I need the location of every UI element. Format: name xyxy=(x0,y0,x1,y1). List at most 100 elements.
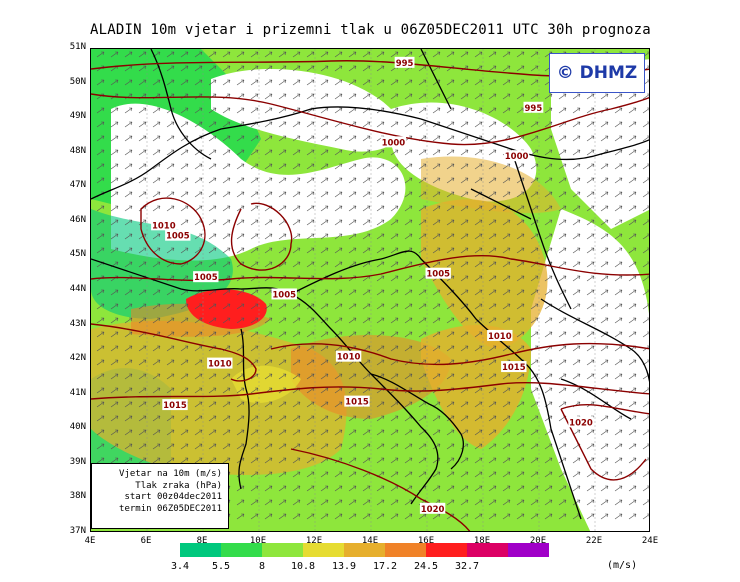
wind-arrow xyxy=(208,121,217,128)
wind-arrow xyxy=(166,289,175,296)
wind-arrow xyxy=(236,149,245,156)
wind-arrow xyxy=(544,513,553,520)
wind-arrow xyxy=(362,289,371,296)
wind-arrow xyxy=(446,345,455,352)
wind-arrow xyxy=(460,415,469,422)
wind-arrow xyxy=(516,303,525,310)
wind-arrow xyxy=(404,457,413,464)
wind-arrow xyxy=(642,513,649,520)
isobar-label-bg xyxy=(344,395,370,407)
wind-arrow xyxy=(138,163,147,170)
wind-arrow xyxy=(278,205,287,212)
wind-arrow xyxy=(572,359,581,366)
wind-arrow xyxy=(418,415,427,422)
wind-arrow xyxy=(138,79,147,86)
wind-arrow xyxy=(516,65,525,72)
wind-arrow xyxy=(558,163,567,170)
wind-arrow xyxy=(166,135,175,142)
wind-arrow xyxy=(320,471,329,478)
wind-arrow xyxy=(236,51,245,58)
wind-arrow xyxy=(418,163,427,170)
wind-arrow xyxy=(264,51,273,58)
wind-arrow xyxy=(628,401,637,408)
wind-arrow xyxy=(166,247,175,254)
wind-arrow xyxy=(194,79,203,86)
wind-arrow xyxy=(96,121,105,128)
wind-arrow xyxy=(544,387,553,394)
wind-arrow xyxy=(222,163,231,170)
wind-arrow xyxy=(96,373,105,380)
wind-arrow xyxy=(348,261,357,268)
wind-arrow xyxy=(544,331,553,338)
wind-arrow xyxy=(236,317,245,324)
wind-arrow xyxy=(572,191,581,198)
wind-arrow xyxy=(642,443,649,450)
wind-arrow xyxy=(474,51,483,58)
wind-zone-gale xyxy=(186,289,267,329)
wind-arrow xyxy=(586,93,595,100)
wind-arrow xyxy=(390,247,399,254)
wind-arrow xyxy=(320,513,329,520)
wind-arrow xyxy=(306,471,315,478)
longitude-label: 20E xyxy=(529,536,547,546)
wind-arrow xyxy=(642,135,649,142)
wind-arrow xyxy=(530,289,539,296)
wind-arrow xyxy=(152,457,161,464)
isobar-label: 1010 xyxy=(488,332,512,342)
wind-arrow xyxy=(306,429,315,436)
wind-arrow xyxy=(460,331,469,338)
wind-arrow xyxy=(278,359,287,366)
wind-arrow xyxy=(460,121,469,128)
wind-arrow xyxy=(474,177,483,184)
wind-arrow xyxy=(236,191,245,198)
wind-arrow xyxy=(152,177,161,184)
wind-arrow xyxy=(404,107,413,114)
wind-arrow xyxy=(278,303,287,310)
wind-arrow xyxy=(572,121,581,128)
wind-arrow xyxy=(334,93,343,100)
wind-arrow xyxy=(516,163,525,170)
wind-arrow xyxy=(628,205,637,212)
wind-arrow xyxy=(306,163,315,170)
wind-arrow xyxy=(110,387,119,394)
wind-arrow xyxy=(124,51,133,58)
wind-arrow xyxy=(222,65,231,72)
colorbar-swatch xyxy=(262,543,303,557)
wind-arrow xyxy=(474,93,483,100)
wind-arrow xyxy=(432,415,441,422)
latitude-label: 49N xyxy=(69,111,86,122)
wind-arrow xyxy=(586,191,595,198)
wind-arrow xyxy=(194,65,203,72)
wind-arrow xyxy=(376,331,385,338)
wind-arrow xyxy=(460,93,469,100)
wind-arrow xyxy=(460,443,469,450)
wind-arrow xyxy=(390,149,399,156)
wind-arrow xyxy=(530,191,539,198)
wind-arrow xyxy=(586,261,595,268)
wind-arrow xyxy=(432,429,441,436)
wind-arrow xyxy=(334,163,343,170)
wind-arrow xyxy=(124,303,133,310)
longitude-label: 22E xyxy=(585,536,603,546)
wind-arrow xyxy=(124,401,133,408)
wind-arrow xyxy=(404,429,413,436)
wind-arrow xyxy=(362,233,371,240)
wind-arrow xyxy=(446,303,455,310)
wind-arrow xyxy=(208,79,217,86)
wind-arrow xyxy=(236,415,245,422)
wind-arrow xyxy=(348,485,357,492)
wind-arrow xyxy=(278,65,287,72)
wind-arrow xyxy=(110,177,119,184)
wind-arrow xyxy=(502,499,511,506)
wind-arrow xyxy=(376,457,385,464)
wind-arrow xyxy=(488,93,497,100)
wind-arrow xyxy=(474,205,483,212)
wind-arrow xyxy=(474,79,483,86)
wind-arrow xyxy=(320,177,329,184)
wind-arrow xyxy=(194,429,203,436)
wind-arrow xyxy=(348,233,357,240)
wind-arrow xyxy=(516,401,525,408)
wind-arrow xyxy=(264,233,273,240)
wind-arrow xyxy=(488,121,497,128)
wind-arrow xyxy=(376,205,385,212)
